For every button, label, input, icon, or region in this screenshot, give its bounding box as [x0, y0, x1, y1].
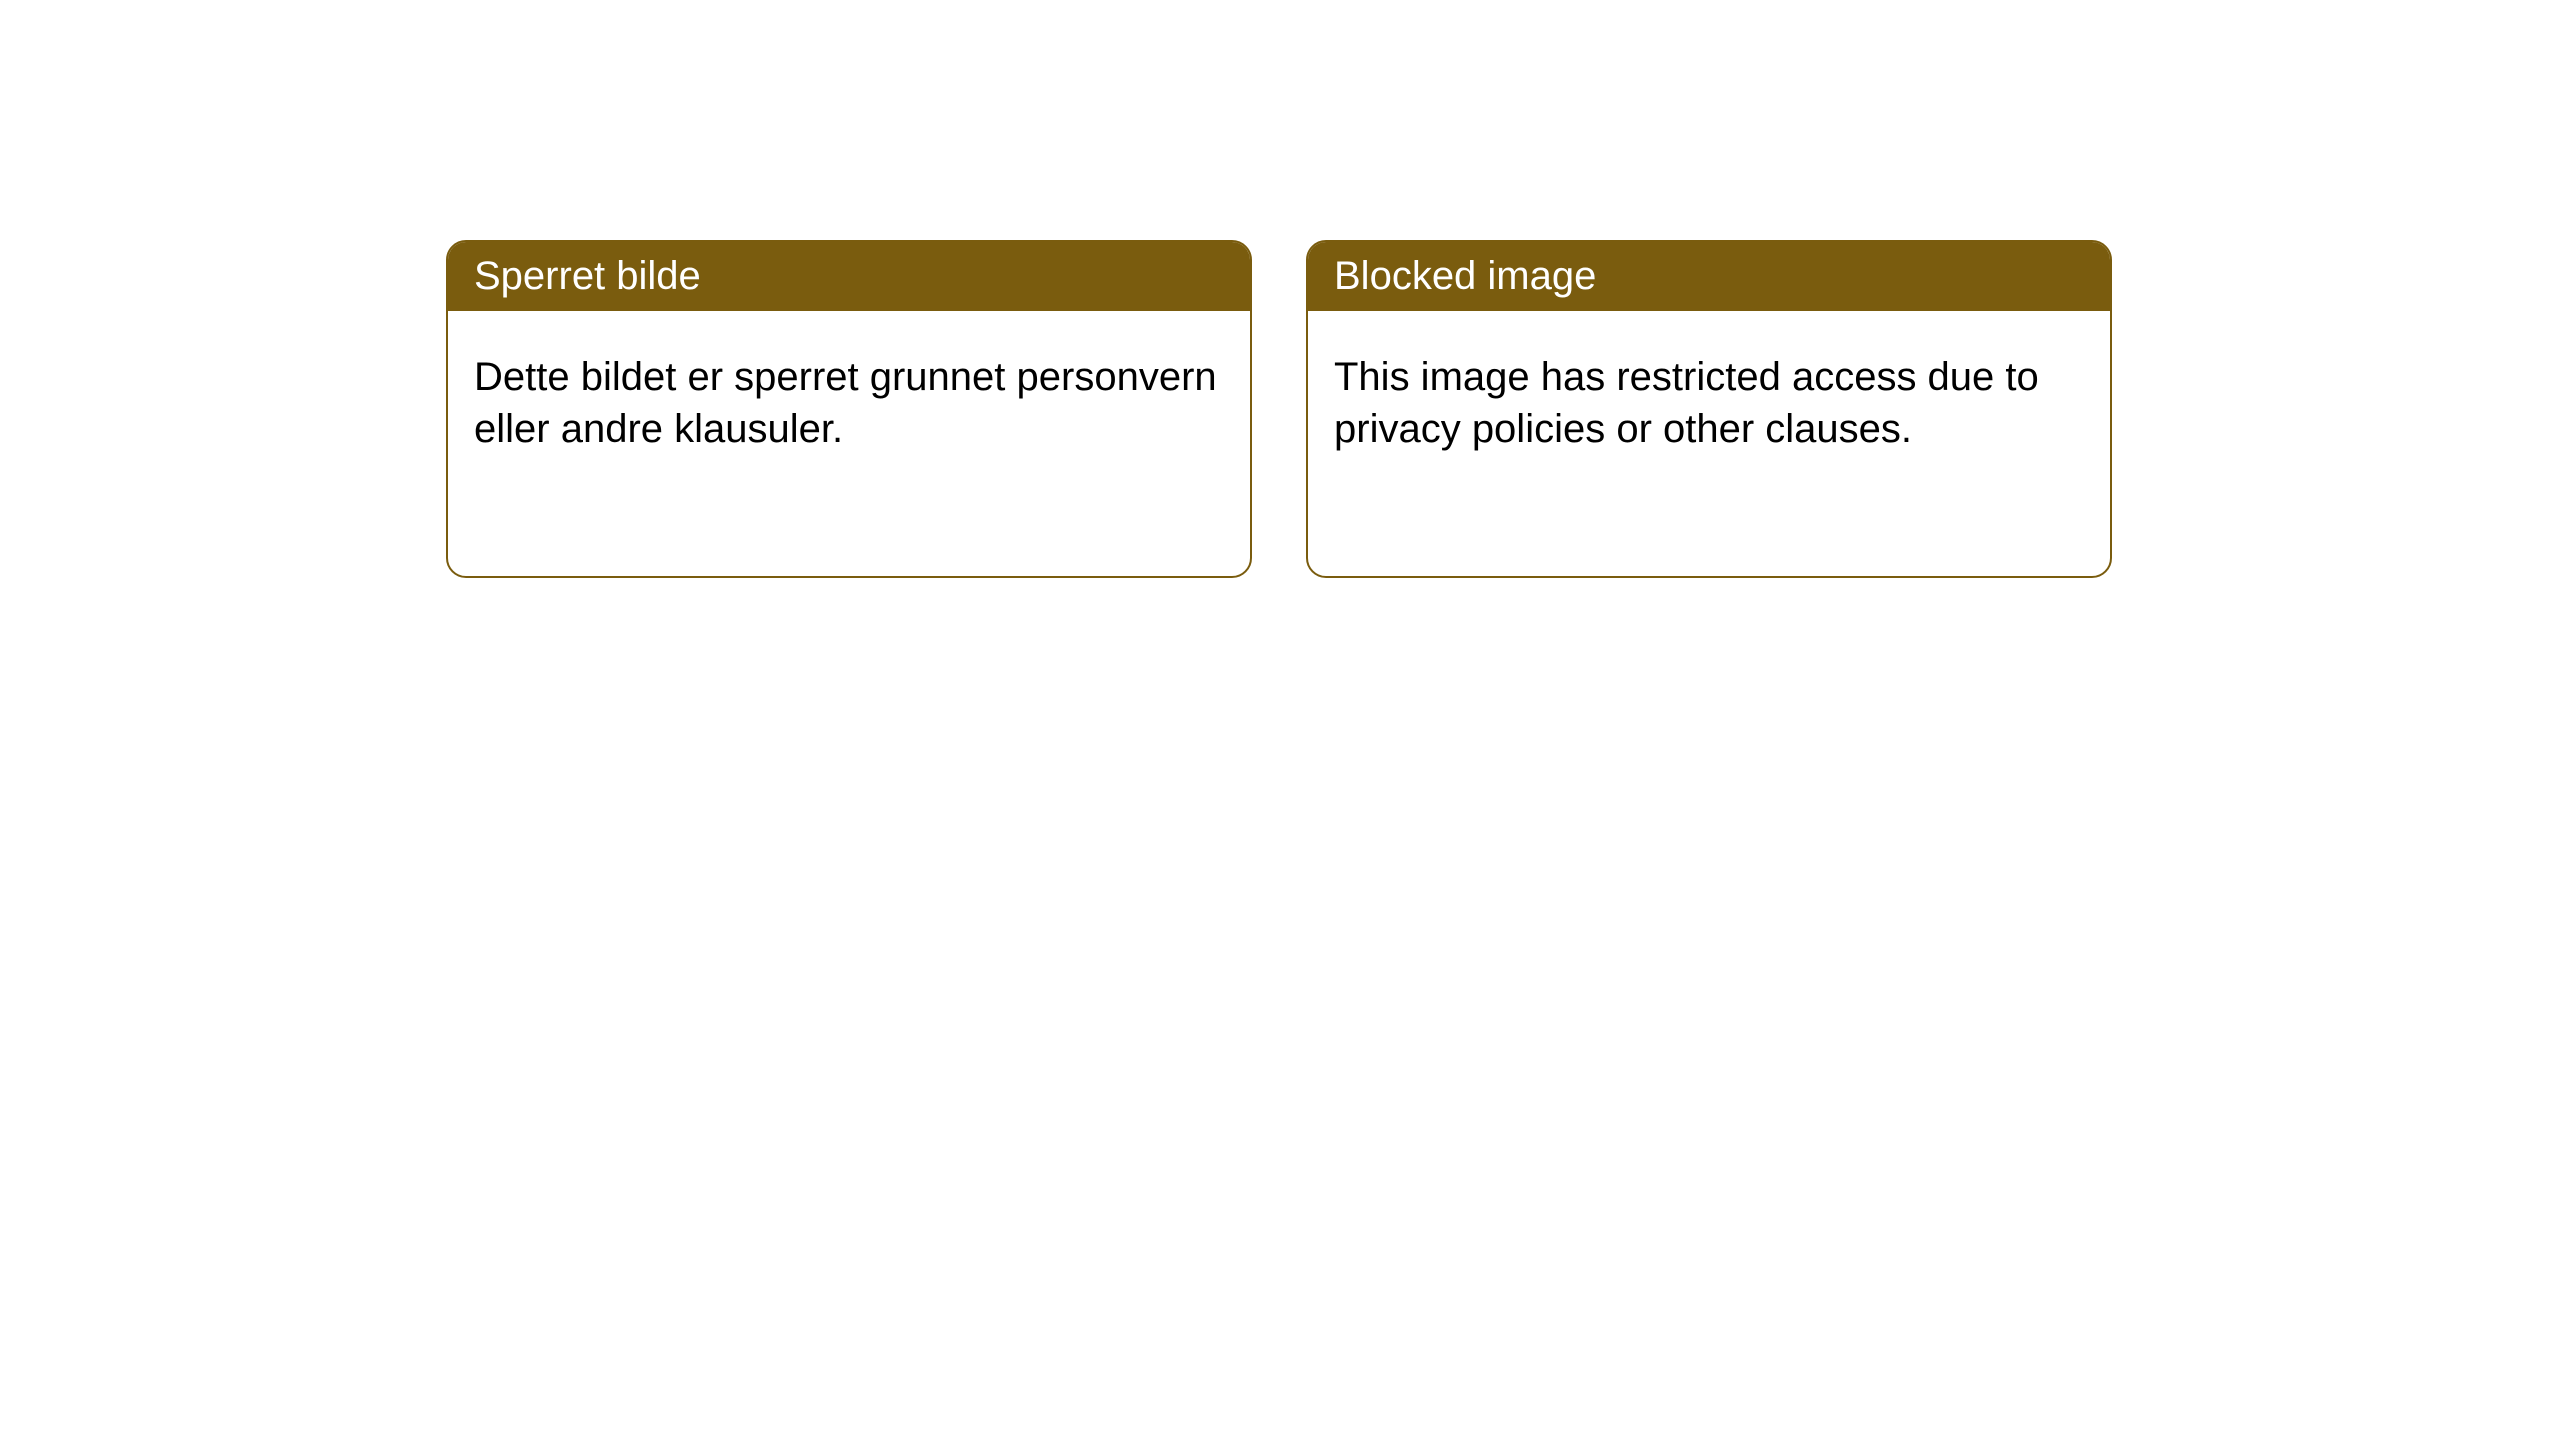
blocked-image-card-english: Blocked image This image has restricted …: [1306, 240, 2112, 578]
card-body: Dette bildet er sperret grunnet personve…: [448, 311, 1250, 495]
card-header: Blocked image: [1308, 242, 2110, 311]
card-title: Blocked image: [1334, 254, 1596, 298]
card-body: This image has restricted access due to …: [1308, 311, 2110, 495]
cards-container: Sperret bilde Dette bildet er sperret gr…: [0, 0, 2560, 578]
card-body-text: Dette bildet er sperret grunnet personve…: [474, 355, 1217, 451]
card-body-text: This image has restricted access due to …: [1334, 355, 2039, 451]
card-header: Sperret bilde: [448, 242, 1250, 311]
blocked-image-card-norwegian: Sperret bilde Dette bildet er sperret gr…: [446, 240, 1252, 578]
card-title: Sperret bilde: [474, 254, 701, 298]
